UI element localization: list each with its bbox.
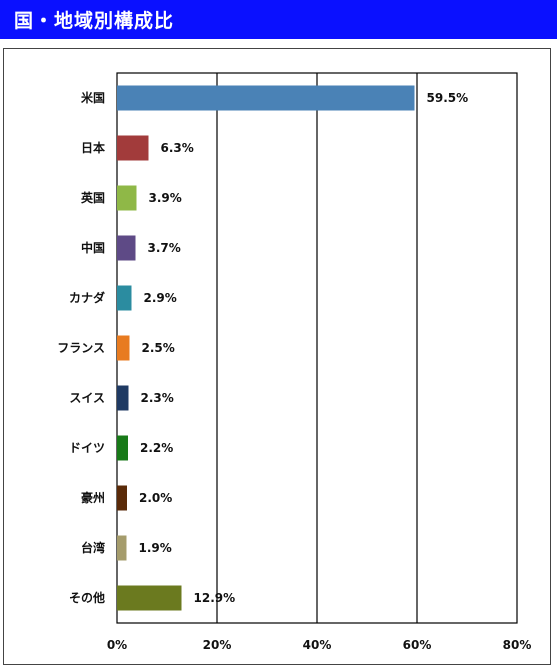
- category-label: 台湾: [81, 540, 105, 555]
- category-label: カナダ: [69, 290, 105, 305]
- x-tick-label: 40%: [303, 638, 332, 652]
- bar: [117, 85, 415, 111]
- bar: [117, 535, 127, 561]
- data-label: 3.7%: [148, 241, 181, 255]
- category-label: 英国: [81, 190, 105, 205]
- category-label: その他: [69, 590, 105, 605]
- bar: [117, 235, 136, 261]
- data-label: 2.3%: [141, 391, 174, 405]
- bar: [117, 385, 129, 411]
- data-label: 2.9%: [144, 291, 177, 305]
- category-label: 日本: [81, 140, 105, 155]
- bar: [117, 485, 127, 511]
- bar: [117, 285, 132, 311]
- data-label: 3.9%: [149, 191, 182, 205]
- data-label: 6.3%: [161, 141, 194, 155]
- bar: [117, 585, 182, 611]
- x-tick-label: 80%: [503, 638, 532, 652]
- bar: [117, 135, 149, 161]
- category-label: ドイツ: [69, 441, 105, 455]
- x-tick-label: 0%: [107, 638, 127, 652]
- bar: [117, 335, 130, 361]
- data-label: 59.5%: [427, 91, 469, 105]
- chart-frame: [3, 48, 551, 665]
- category-label: スイス: [69, 391, 105, 405]
- bar: [117, 185, 137, 211]
- chart-title: 国・地域別構成比: [14, 10, 175, 32]
- title-bar: 国・地域別構成比: [0, 0, 557, 39]
- category-label: 豪州: [81, 490, 105, 505]
- category-label: 中国: [81, 240, 105, 255]
- x-tick-label: 20%: [203, 638, 232, 652]
- category-label: フランス: [57, 341, 105, 355]
- x-tick-label: 60%: [403, 638, 432, 652]
- data-label: 2.2%: [140, 441, 173, 455]
- data-label: 2.0%: [139, 491, 172, 505]
- data-label: 12.9%: [194, 591, 236, 605]
- data-label: 2.5%: [142, 341, 175, 355]
- data-label: 1.9%: [139, 541, 172, 555]
- bar: [117, 435, 128, 461]
- category-label: 米国: [81, 90, 105, 105]
